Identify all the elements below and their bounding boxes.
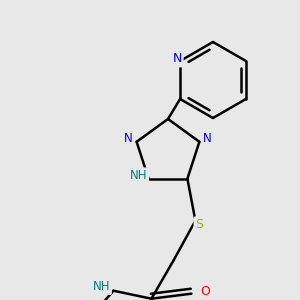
Text: S: S [195, 218, 203, 231]
Text: O: O [200, 285, 210, 298]
Text: N: N [203, 132, 212, 145]
Text: NH: NH [93, 280, 110, 293]
Text: N: N [172, 52, 182, 65]
Text: N: N [124, 132, 133, 145]
Text: NH: NH [130, 169, 147, 182]
